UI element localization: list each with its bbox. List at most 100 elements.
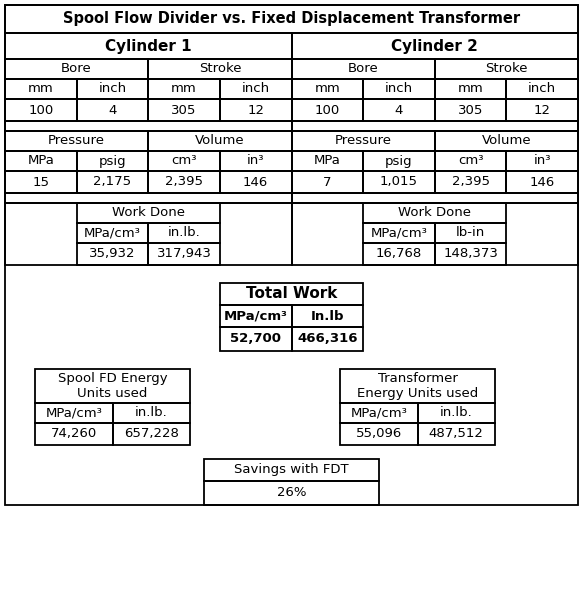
- Text: 305: 305: [171, 103, 196, 117]
- Bar: [340, 369, 495, 403]
- Text: 74,260: 74,260: [51, 428, 97, 441]
- Text: inch: inch: [241, 82, 270, 95]
- Text: 12: 12: [533, 103, 551, 117]
- Text: 12: 12: [247, 103, 264, 117]
- Bar: [204, 481, 379, 505]
- Bar: [435, 99, 507, 121]
- Text: 4: 4: [108, 103, 117, 117]
- Text: 146: 146: [243, 175, 268, 189]
- Bar: [5, 151, 76, 171]
- Text: MPa/cm³: MPa/cm³: [84, 227, 141, 240]
- Text: inch: inch: [528, 82, 556, 95]
- Bar: [220, 151, 292, 171]
- Bar: [220, 79, 292, 99]
- Bar: [204, 459, 379, 481]
- Bar: [5, 79, 76, 99]
- Bar: [5, 5, 578, 505]
- Text: Volume: Volume: [195, 134, 245, 147]
- Bar: [220, 171, 292, 193]
- Bar: [5, 171, 76, 193]
- Bar: [292, 171, 363, 193]
- Bar: [363, 151, 435, 171]
- Bar: [76, 99, 148, 121]
- Bar: [292, 59, 435, 79]
- Text: in³: in³: [247, 155, 265, 167]
- Bar: [148, 243, 220, 265]
- Bar: [5, 33, 292, 59]
- Bar: [435, 79, 507, 99]
- Bar: [220, 327, 292, 351]
- Text: inch: inch: [99, 82, 127, 95]
- Bar: [417, 423, 495, 445]
- Bar: [148, 131, 292, 151]
- Bar: [35, 403, 113, 423]
- Bar: [292, 121, 578, 131]
- Text: 52,700: 52,700: [230, 332, 281, 345]
- Bar: [340, 403, 417, 423]
- Bar: [363, 99, 435, 121]
- Bar: [76, 203, 220, 223]
- Bar: [507, 171, 578, 193]
- Text: psig: psig: [385, 155, 413, 167]
- Bar: [292, 99, 363, 121]
- Text: 657,228: 657,228: [124, 428, 178, 441]
- Bar: [148, 59, 292, 79]
- Text: 2,395: 2,395: [165, 175, 203, 189]
- Text: MPa/cm³: MPa/cm³: [45, 406, 102, 420]
- Bar: [363, 243, 435, 265]
- Text: MPa/cm³: MPa/cm³: [224, 310, 287, 323]
- Text: Spool FD Energy
Units used: Spool FD Energy Units used: [58, 372, 167, 400]
- Bar: [435, 59, 578, 79]
- Bar: [35, 369, 190, 403]
- Text: in.lb.: in.lb.: [135, 406, 168, 420]
- Text: in.lb.: in.lb.: [168, 227, 201, 240]
- Text: 148,373: 148,373: [443, 247, 498, 260]
- Bar: [76, 223, 148, 243]
- Text: MPa: MPa: [314, 155, 340, 167]
- Text: 466,316: 466,316: [297, 332, 357, 345]
- Text: lb-in: lb-in: [456, 227, 485, 240]
- Text: 15: 15: [32, 175, 50, 189]
- Text: 4: 4: [395, 103, 403, 117]
- Bar: [435, 243, 507, 265]
- Bar: [76, 243, 148, 265]
- Bar: [292, 151, 363, 171]
- Text: 16,768: 16,768: [376, 247, 422, 260]
- Bar: [148, 79, 220, 99]
- Bar: [5, 131, 148, 151]
- Bar: [76, 151, 148, 171]
- Bar: [363, 79, 435, 99]
- Bar: [5, 203, 292, 265]
- Text: 2,395: 2,395: [452, 175, 490, 189]
- Bar: [363, 223, 435, 243]
- Bar: [5, 59, 148, 79]
- Bar: [363, 171, 435, 193]
- Bar: [5, 99, 76, 121]
- Text: Spool Flow Divider vs. Fixed Displacement Transformer: Spool Flow Divider vs. Fixed Displacemen…: [63, 12, 520, 26]
- Text: 2,175: 2,175: [93, 175, 132, 189]
- Bar: [76, 171, 148, 193]
- Bar: [113, 403, 190, 423]
- Bar: [435, 171, 507, 193]
- Text: Cylinder 2: Cylinder 2: [391, 38, 478, 54]
- Text: in³: in³: [533, 155, 551, 167]
- Text: Bore: Bore: [347, 62, 378, 76]
- Text: Stroke: Stroke: [199, 62, 241, 76]
- Text: Cylinder 1: Cylinder 1: [105, 38, 192, 54]
- Text: mm: mm: [171, 82, 197, 95]
- Bar: [363, 203, 507, 223]
- Bar: [113, 423, 190, 445]
- Text: 305: 305: [458, 103, 483, 117]
- Text: 35,932: 35,932: [89, 247, 136, 260]
- Bar: [435, 151, 507, 171]
- Text: 317,943: 317,943: [157, 247, 212, 260]
- Bar: [292, 305, 363, 327]
- Text: 100: 100: [28, 103, 54, 117]
- Text: 1,015: 1,015: [380, 175, 418, 189]
- Text: Pressure: Pressure: [335, 134, 392, 147]
- Bar: [220, 99, 292, 121]
- Bar: [148, 171, 220, 193]
- Text: psig: psig: [99, 155, 127, 167]
- Bar: [292, 193, 578, 203]
- Bar: [507, 99, 578, 121]
